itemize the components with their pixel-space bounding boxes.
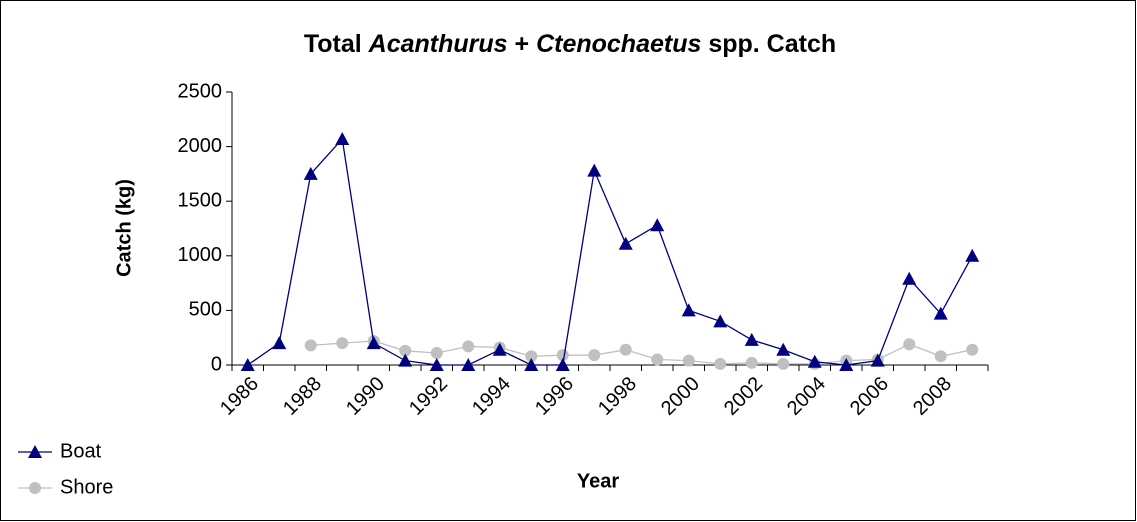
data-point bbox=[336, 337, 349, 350]
y-tick-label: 500 bbox=[189, 299, 222, 321]
data-point bbox=[777, 357, 790, 370]
data-point bbox=[870, 353, 885, 367]
x-axis-title: Year bbox=[577, 470, 619, 492]
data-point bbox=[619, 343, 632, 356]
data-point bbox=[587, 163, 602, 177]
data-point bbox=[399, 344, 412, 357]
data-point bbox=[713, 314, 728, 328]
title-part: Acanthurus bbox=[368, 30, 508, 58]
y-tick-label: 1000 bbox=[178, 244, 223, 266]
data-point bbox=[934, 350, 947, 363]
data-point bbox=[555, 358, 570, 371]
data-point bbox=[461, 358, 476, 371]
data-point bbox=[933, 306, 948, 320]
data-point bbox=[966, 343, 979, 356]
y-tick-label: 2500 bbox=[178, 80, 223, 102]
legend-label: Shore bbox=[60, 476, 113, 498]
data-point bbox=[714, 357, 727, 370]
data-point bbox=[29, 482, 41, 494]
y-tick-label: 0 bbox=[211, 353, 222, 375]
data-point bbox=[651, 353, 664, 366]
data-point bbox=[304, 339, 317, 352]
series-line bbox=[247, 137, 973, 366]
data-point bbox=[335, 131, 350, 145]
data-point bbox=[303, 166, 318, 180]
chart-title: Total Acanthurus + Ctenochaetus spp. Cat… bbox=[304, 30, 836, 58]
data-point bbox=[556, 349, 569, 362]
data-point bbox=[776, 342, 791, 356]
data-point bbox=[903, 338, 916, 351]
series-line bbox=[310, 340, 973, 365]
data-point bbox=[682, 354, 695, 367]
data-point bbox=[398, 353, 413, 367]
data-point bbox=[524, 358, 539, 371]
legend-label: Boat bbox=[60, 440, 102, 462]
data-point bbox=[588, 349, 601, 362]
title-part: Ctenochaetus bbox=[536, 30, 701, 58]
data-point bbox=[28, 445, 42, 458]
y-tick-label: 2000 bbox=[178, 135, 223, 157]
data-point bbox=[462, 340, 475, 353]
data-point bbox=[681, 303, 696, 317]
data-point bbox=[902, 271, 917, 285]
data-point bbox=[525, 350, 538, 363]
y-axis-title: Catch (kg) bbox=[113, 179, 135, 277]
data-point bbox=[618, 236, 633, 250]
data-point bbox=[744, 332, 759, 346]
data-point bbox=[839, 358, 854, 371]
data-point bbox=[430, 346, 443, 359]
data-point bbox=[807, 354, 822, 368]
title-part: spp. Catch bbox=[701, 30, 836, 58]
title-part: + bbox=[508, 30, 537, 58]
data-point bbox=[429, 358, 444, 371]
data-point bbox=[965, 248, 980, 262]
data-point bbox=[650, 218, 665, 232]
data-point bbox=[272, 336, 287, 350]
data-point bbox=[492, 342, 507, 356]
data-point bbox=[240, 358, 255, 371]
data-point bbox=[745, 356, 758, 369]
data-point bbox=[366, 336, 381, 350]
y-tick-label: 1500 bbox=[178, 189, 223, 211]
title-part: Total bbox=[304, 30, 369, 58]
